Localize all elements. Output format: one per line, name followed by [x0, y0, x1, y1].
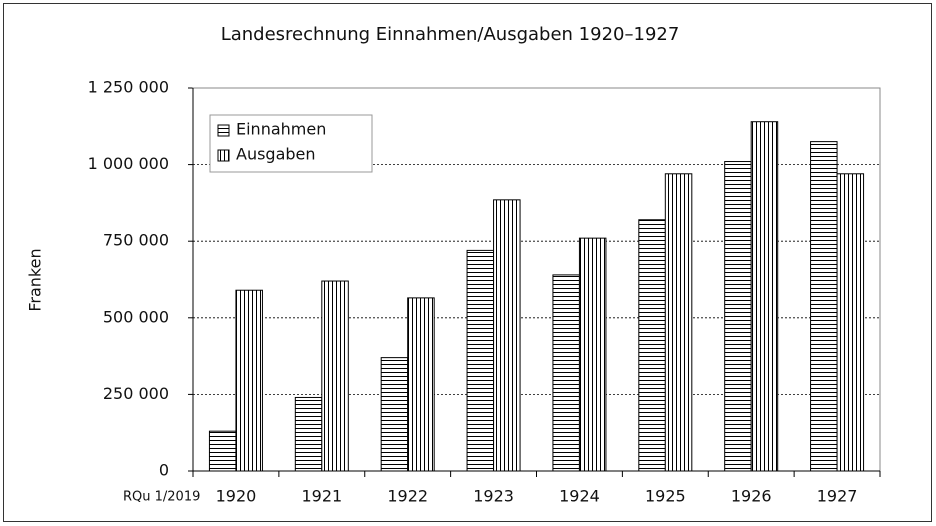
- bar: [724, 161, 752, 472]
- bar: [836, 173, 865, 472]
- bar: [664, 173, 693, 472]
- y-axis-label: Franken: [26, 248, 45, 311]
- frame: [3, 3, 932, 522]
- bar: [810, 141, 838, 472]
- y-tick-label: 0: [159, 461, 169, 480]
- x-tick-label: 1921: [301, 487, 342, 506]
- x-tick-label: 1927: [817, 487, 858, 506]
- y-tick-label: 1 250 000: [88, 78, 169, 97]
- bar: [321, 280, 349, 472]
- legend-box: [209, 114, 373, 173]
- x-tick-label: 1920: [216, 487, 257, 506]
- bar: [493, 199, 521, 472]
- legend-marker: [217, 124, 230, 137]
- y-tick-label: 500 000: [103, 307, 169, 326]
- x-tick-label: 1925: [645, 487, 686, 506]
- y-tick-label: 250 000: [103, 384, 169, 403]
- bar: [380, 357, 409, 472]
- y-tick-label: 1 000 000: [88, 154, 169, 173]
- x-tick-label: 1924: [559, 487, 600, 506]
- bar: [208, 430, 237, 472]
- bar: [294, 396, 323, 472]
- bar: [466, 249, 495, 472]
- legend-label: Ausgaben: [236, 145, 316, 164]
- x-tick-label: 1923: [473, 487, 514, 506]
- bar: [750, 121, 779, 472]
- x-tick-label: 1926: [731, 487, 772, 506]
- x-tick-label: 1922: [387, 487, 428, 506]
- y-tick-label: 750 000: [103, 231, 169, 250]
- bar: [407, 297, 435, 472]
- chart-title: Landesrechnung Einnahmen/Ausgaben 1920–1…: [221, 24, 680, 45]
- bar: [578, 237, 607, 472]
- bar: [235, 289, 263, 472]
- bar: [638, 219, 666, 472]
- bar: [552, 274, 580, 472]
- source-note: RQu 1/2019: [123, 490, 200, 505]
- legend-label: Einnahmen: [236, 120, 326, 139]
- legend-marker: [217, 149, 230, 162]
